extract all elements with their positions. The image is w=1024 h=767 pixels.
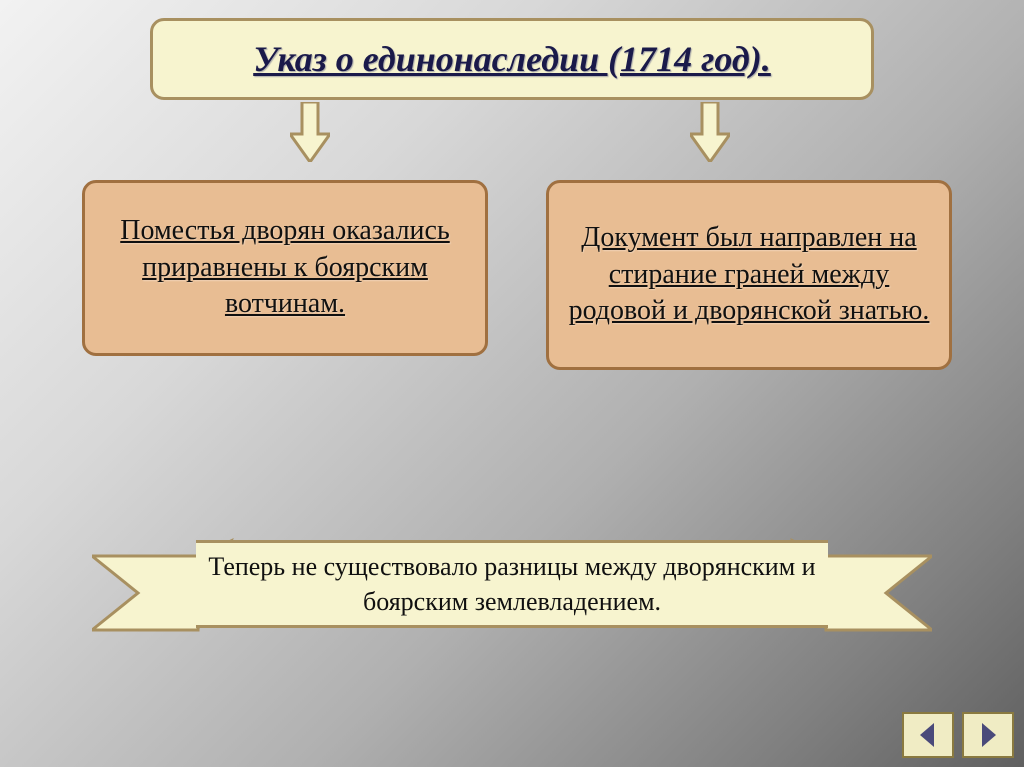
content-box-right: Документ был направлен на стирание гране… [546, 180, 952, 370]
content-text-right: Документ был направлен на стирание гране… [567, 220, 931, 329]
ribbon: Теперь не существовало разницы между дво… [92, 530, 932, 650]
prev-button[interactable] [902, 712, 954, 758]
chevron-right-icon [974, 721, 1002, 749]
chevron-left-icon [914, 721, 942, 749]
arrow-down-left [290, 102, 330, 162]
ribbon-panel: Теперь не существовало разницы между дво… [196, 540, 828, 628]
title-box: Указ о единонаследии (1714 год). [150, 18, 874, 100]
arrow-down-right [690, 102, 730, 162]
title-text: Указ о единонаследии (1714 год). [253, 38, 771, 80]
ribbon-text: Теперь не существовало разницы между дво… [206, 549, 818, 619]
next-button[interactable] [962, 712, 1014, 758]
content-text-left: Поместья дворян оказались приравнены к б… [103, 213, 467, 322]
content-box-left: Поместья дворян оказались приравнены к б… [82, 180, 488, 356]
